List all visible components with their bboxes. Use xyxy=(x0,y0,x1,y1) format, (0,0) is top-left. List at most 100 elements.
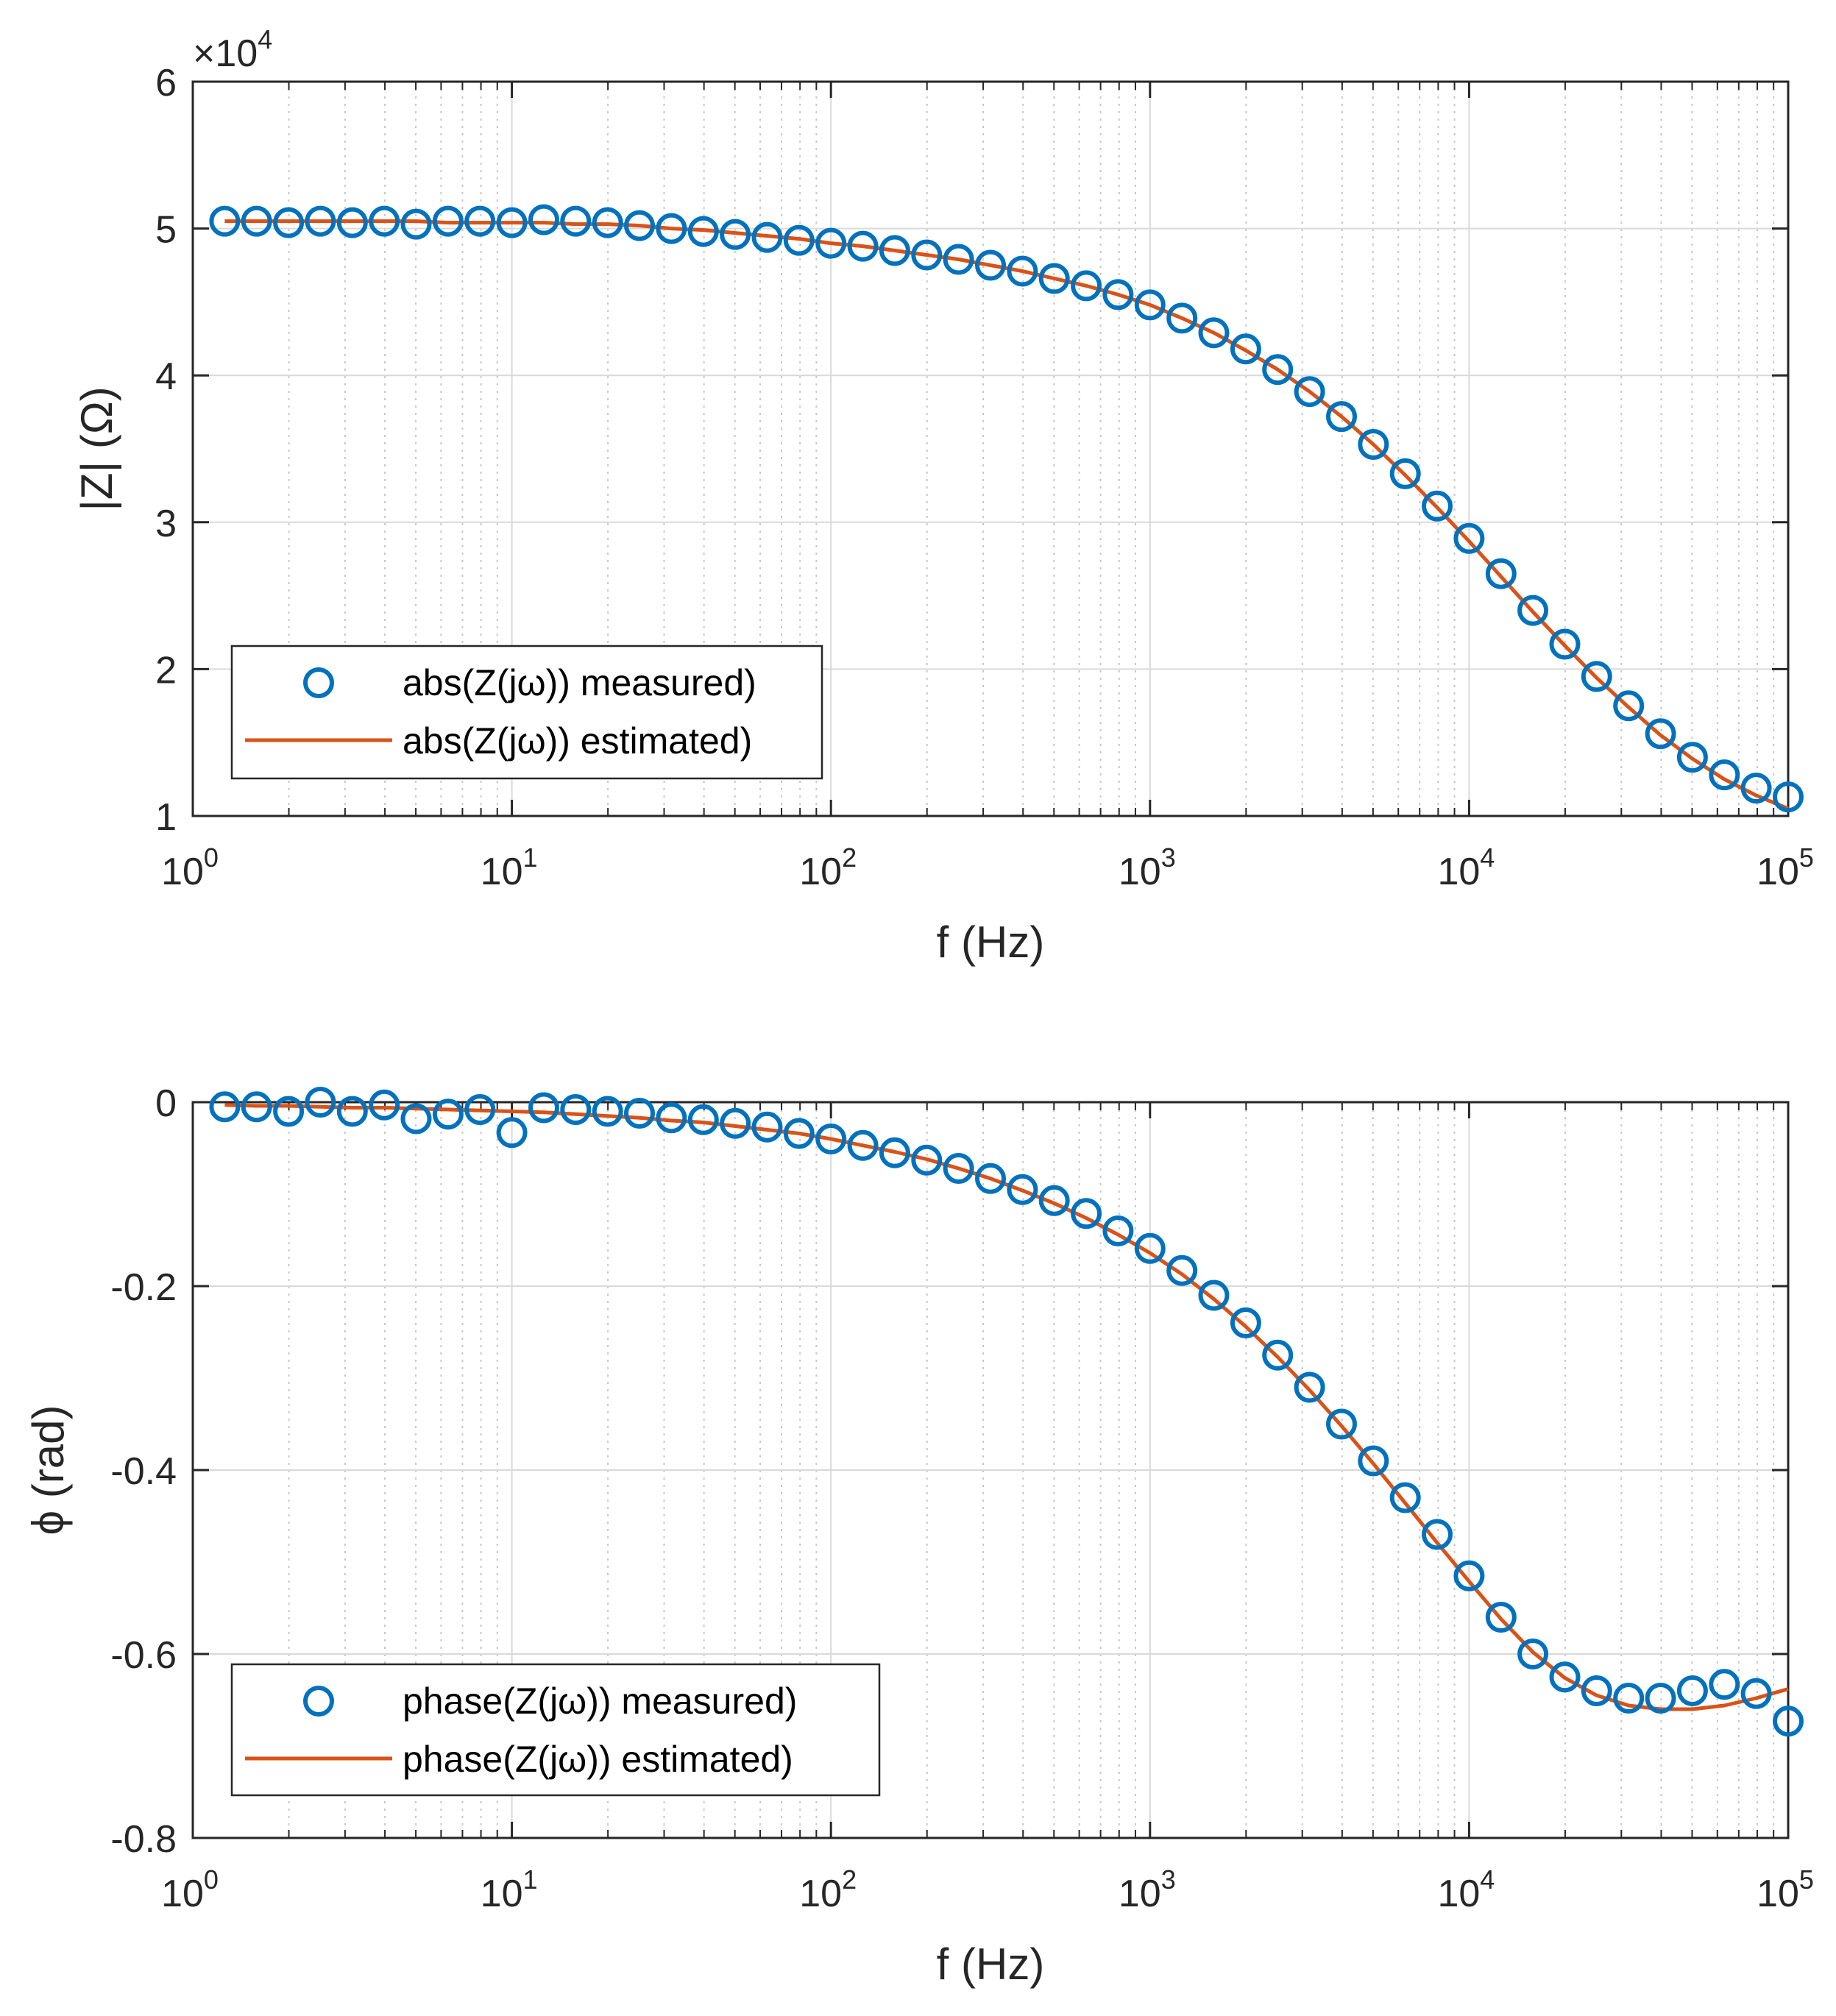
magnitude-measured-point xyxy=(943,244,974,275)
magnitude-measured-point xyxy=(1549,628,1581,660)
magnitude-measured-point xyxy=(400,208,432,240)
phase-legend-estimated-label: phase(Z(jω)) estimated) xyxy=(403,1739,793,1780)
phase-ytick-label: -0.4 xyxy=(110,1450,177,1493)
magnitude-measured-point xyxy=(1134,289,1166,321)
magnitude-measured-point xyxy=(1645,718,1676,750)
magnitude-measured-point xyxy=(975,249,1006,281)
magnitude-measured-point xyxy=(1676,742,1708,773)
magnitude-measured-point xyxy=(305,205,336,237)
phase-measured-point xyxy=(879,1137,910,1168)
phase-measured-point xyxy=(624,1098,655,1129)
phase-xtick-label: 103 xyxy=(1119,1864,1176,1915)
magnitude-xtick-label: 105 xyxy=(1757,842,1814,893)
magnitude-measured-point xyxy=(1358,429,1389,460)
phase-measured-point xyxy=(273,1096,305,1127)
phase-measured-point xyxy=(560,1094,592,1125)
magnitude-measured-point xyxy=(720,219,751,250)
magnitude-xaxis-title: f (Hz) xyxy=(937,918,1045,967)
phase-measured-point xyxy=(400,1103,432,1135)
magnitude-xtick-label: 102 xyxy=(799,842,857,893)
phase-measured-point xyxy=(1613,1683,1645,1714)
magnitude-measured-point xyxy=(1422,490,1453,522)
magnitude-measured-point xyxy=(656,213,687,244)
phase-xtick-label: 105 xyxy=(1757,1864,1814,1915)
phase-xtick-label: 101 xyxy=(481,1864,538,1915)
magnitude-measured-point xyxy=(592,207,623,238)
phase-measured-series xyxy=(209,1087,1804,1737)
phase-measured-point xyxy=(305,1087,336,1118)
magnitude-measured-point xyxy=(783,224,815,256)
phase-measured-point xyxy=(1071,1198,1102,1229)
magnitude-measured-point xyxy=(1453,522,1485,554)
magnitude-measured-point xyxy=(624,210,655,241)
magnitude-measured-point xyxy=(1166,302,1198,334)
phase-measured-point xyxy=(528,1092,559,1124)
phase-measured-point xyxy=(1453,1560,1485,1591)
magnitude-measured-point xyxy=(1230,333,1261,365)
phase-measured-point xyxy=(975,1163,1006,1194)
magnitude-measured-point xyxy=(751,221,783,253)
magnitude-measured-point xyxy=(1581,661,1612,692)
magnitude-measured-series xyxy=(209,204,1804,813)
phase-legend-measured-label: phase(Z(jω)) measured) xyxy=(403,1680,797,1722)
phase-measured-point xyxy=(1740,1678,1772,1709)
magnitude-measured-point xyxy=(1071,270,1102,302)
phase-measured-point xyxy=(847,1129,879,1161)
magnitude-plot: 1 2 3 4 5 6 100 101 102 103 104 105 ×104… xyxy=(72,24,1814,967)
phase-measured-point xyxy=(209,1091,241,1123)
magnitude-xtick-label: 104 xyxy=(1437,842,1495,893)
phase-ytick-label: 0 xyxy=(155,1082,177,1125)
phase-legend: phase(Z(jω)) measured) phase(Z(jω)) esti… xyxy=(230,1663,881,1797)
magnitude-axes-box xyxy=(191,80,1790,817)
magnitude-measured-point xyxy=(1294,376,1325,408)
magnitude-measured-point xyxy=(1038,263,1070,294)
phase-xtick-label: 104 xyxy=(1437,1864,1495,1915)
magnitude-measured-point xyxy=(1389,458,1421,489)
magnitude-measured-point xyxy=(464,205,496,237)
magnitude-measured-point xyxy=(369,205,400,237)
phase-measured-point xyxy=(687,1104,719,1135)
magnitude-measured-point xyxy=(1326,401,1357,433)
magnitude-ytick-label: 2 xyxy=(155,649,177,692)
phase-measured-point xyxy=(1549,1661,1581,1693)
phase-measured-point xyxy=(1262,1339,1294,1371)
phase-measured-point xyxy=(911,1144,943,1176)
magnitude-measured-point xyxy=(432,205,464,237)
magnitude-measured-point xyxy=(847,230,879,262)
magnitude-measured-point xyxy=(879,235,910,266)
magnitude-ticks xyxy=(191,80,1790,817)
magnitude-xtick-label: 101 xyxy=(481,842,538,893)
magnitude-ytick-label: 4 xyxy=(155,355,177,398)
magnitude-measured-point xyxy=(273,207,305,238)
phase-measured-point xyxy=(1007,1174,1038,1205)
phase-measured-point xyxy=(1517,1639,1549,1669)
phase-measured-point xyxy=(1358,1445,1389,1477)
magnitude-yaxis-title: |Z| (Ω) xyxy=(72,386,121,511)
magnitude-measured-point xyxy=(1709,759,1740,791)
phase-measured-point xyxy=(656,1102,687,1134)
phase-legend-measured-marker xyxy=(303,1686,334,1717)
magnitude-xtick-label: 100 xyxy=(161,842,219,893)
phase-measured-point xyxy=(1198,1279,1230,1311)
magnitude-measured-point xyxy=(1198,317,1230,349)
phase-measured-point xyxy=(1485,1602,1517,1633)
phase-measured-point xyxy=(720,1107,751,1139)
phase-measured-point xyxy=(1038,1185,1070,1216)
magnitude-y-multiplier: ×104 xyxy=(193,24,272,75)
phase-grid xyxy=(192,1101,1789,1839)
phase-measured-point xyxy=(592,1096,623,1127)
magnitude-measured-point xyxy=(209,205,241,237)
phase-measured-point xyxy=(1581,1675,1612,1706)
phase-measured-point xyxy=(1389,1482,1421,1513)
phase-measured-point xyxy=(241,1091,272,1123)
magnitude-measured-point xyxy=(1517,594,1549,626)
phase-measured-point xyxy=(1773,1706,1804,1737)
magnitude-legend-measured-label: abs(Z(jω)) measured) xyxy=(403,662,756,703)
phase-yaxis-title: ϕ (rad) xyxy=(24,1405,73,1536)
magnitude-legend-box xyxy=(230,645,823,780)
phase-measured-point xyxy=(815,1124,847,1154)
phase-plot: -0.8 -0.6 -0.4 -0.2 0 100 101 102 103 10… xyxy=(24,1082,1814,1989)
phase-measured-point xyxy=(1709,1669,1740,1700)
magnitude-ytick-label: 5 xyxy=(155,209,177,252)
